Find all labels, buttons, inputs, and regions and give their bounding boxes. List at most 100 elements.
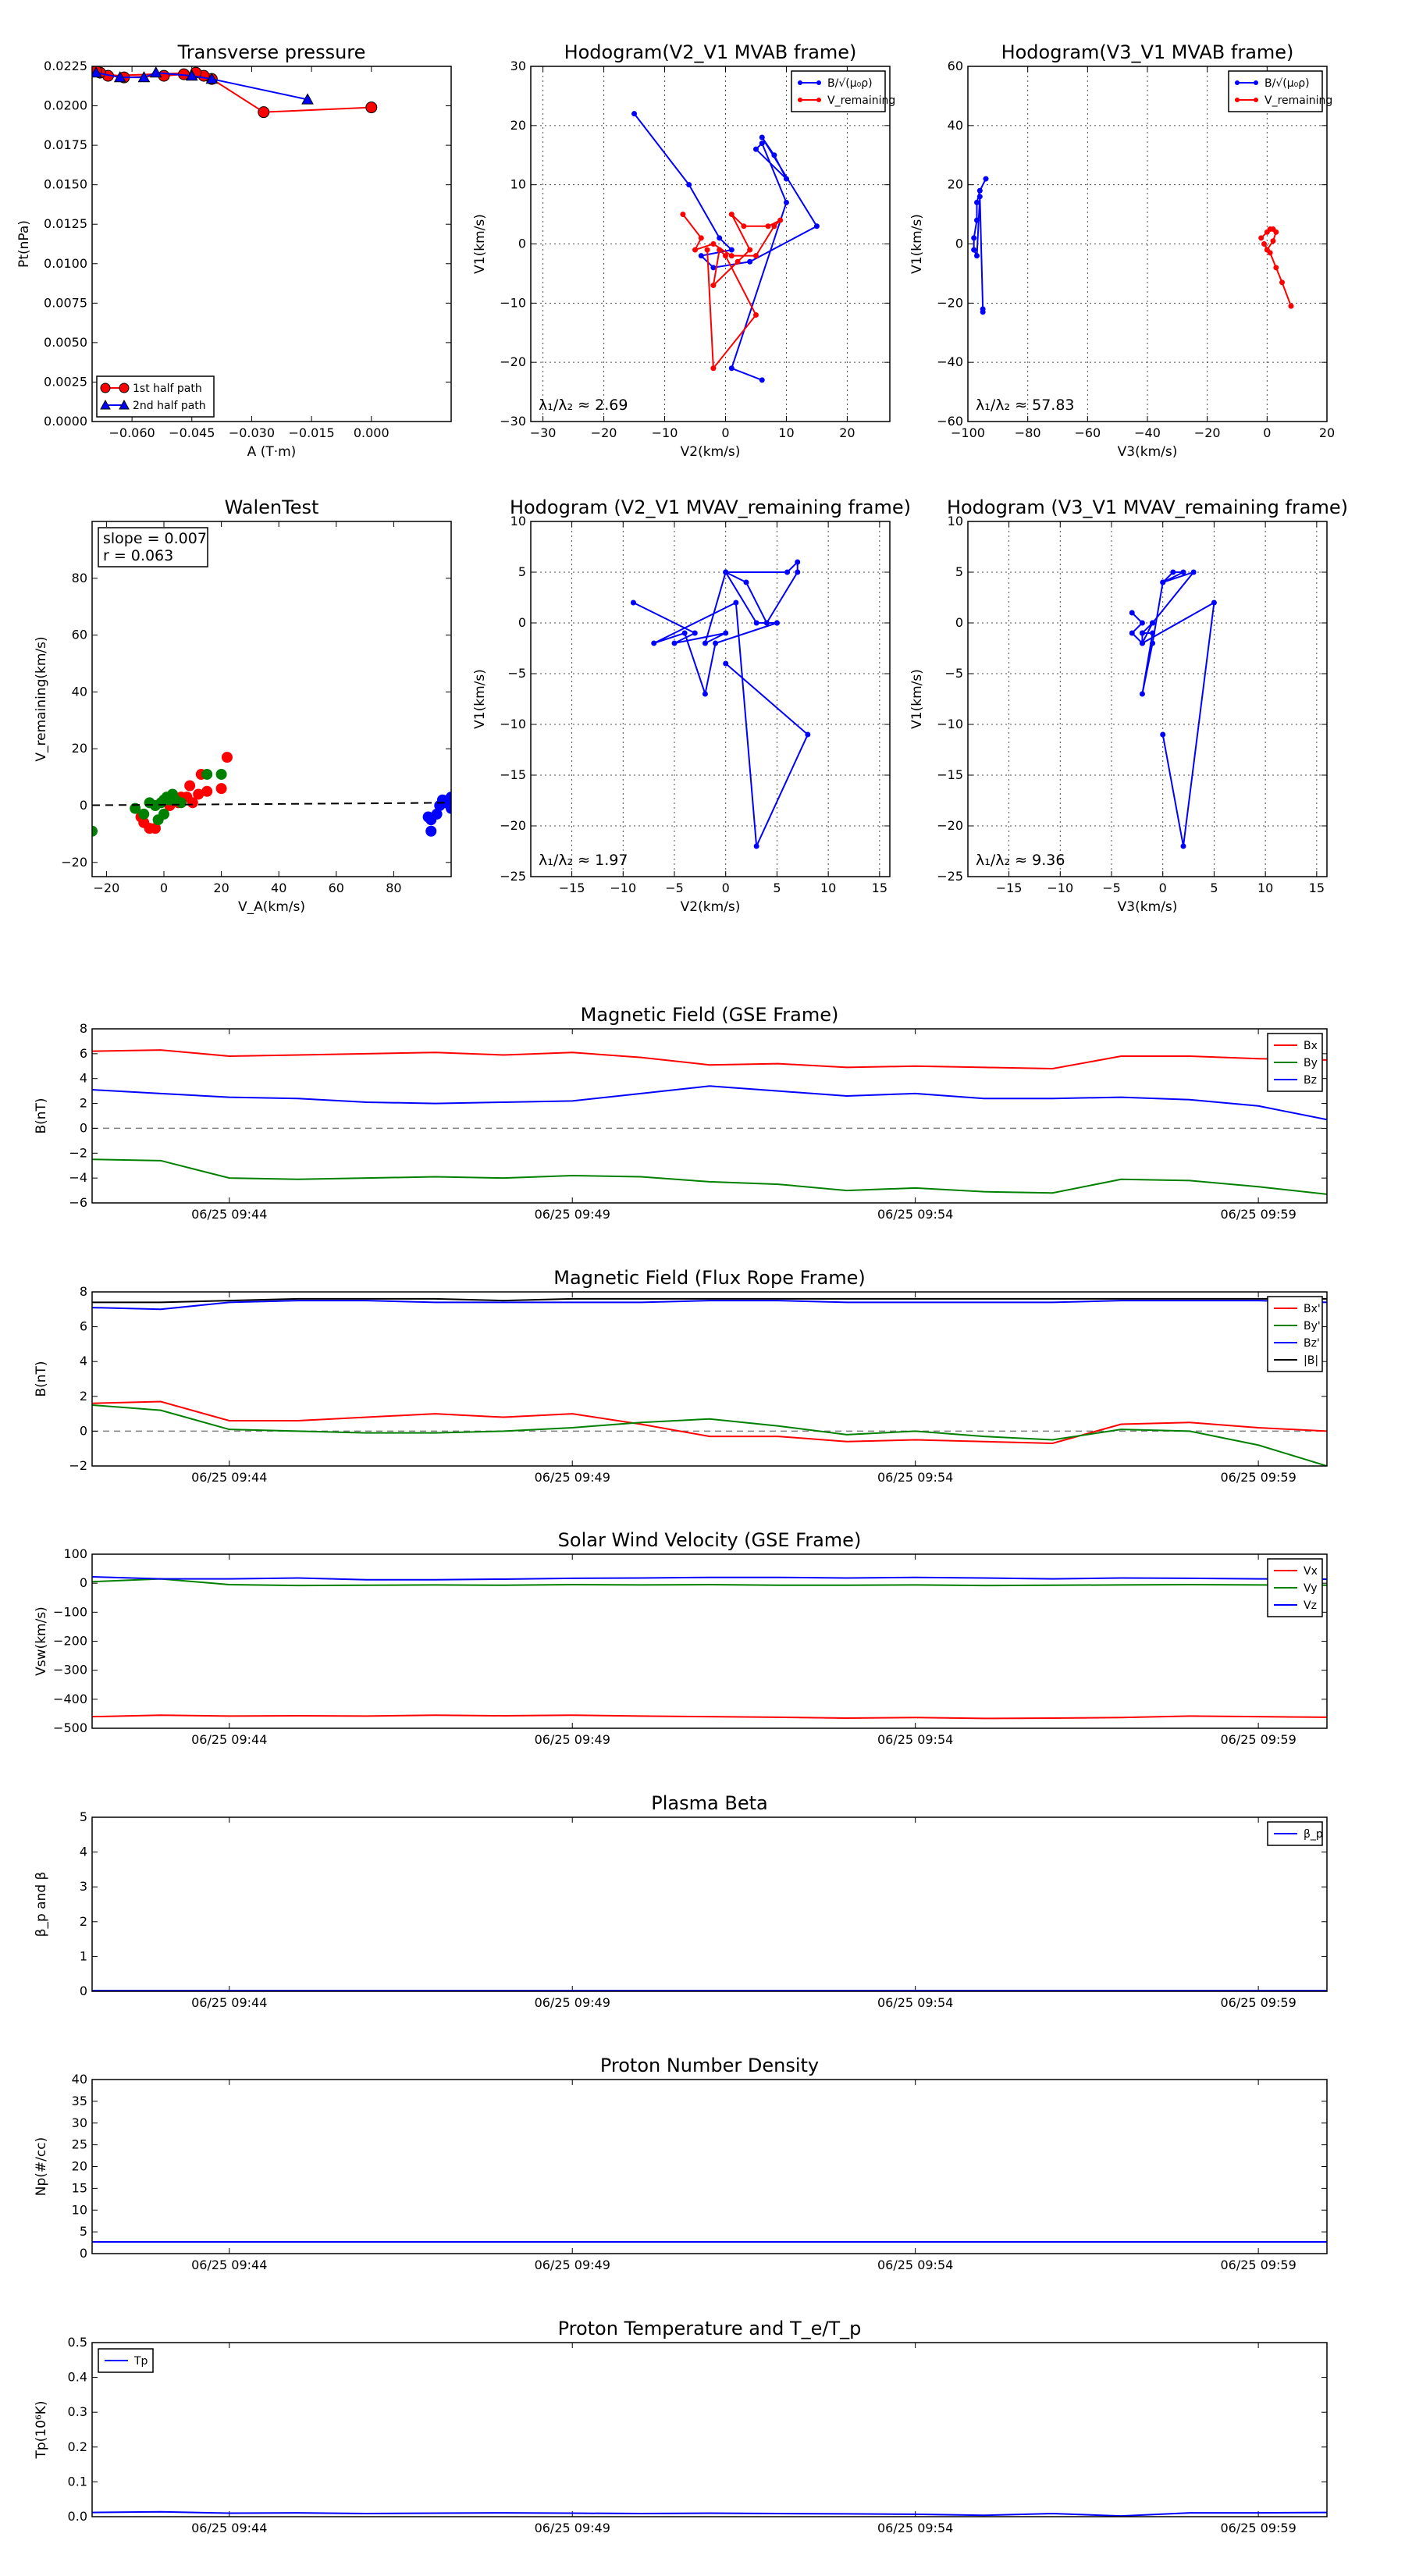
legend-label: V_remaining [827, 94, 895, 107]
series-line [92, 1297, 1327, 1304]
x-tick-label: 06/25 09:49 [535, 2258, 610, 2272]
y-axis-label: Pt(nPa) [16, 220, 32, 268]
data-point [974, 253, 980, 259]
legend-label: B/√(μ₀ρ) [827, 77, 873, 90]
chart-title: Magnetic Field (Flux Rope Frame) [553, 1267, 865, 1289]
chart-panel-np: Proton Number Density 06/25 09:44 06/25 09… [34, 2055, 1328, 2272]
data-point [765, 223, 771, 229]
legend-box [1228, 70, 1323, 112]
data-point [1270, 238, 1276, 244]
x-tick-label: 10 [1257, 881, 1273, 895]
data-point [92, 825, 98, 837]
data-point [436, 794, 448, 806]
legend-marker [1254, 80, 1258, 85]
data-point [971, 235, 977, 241]
chart-title: Proton Temperature and T_e/T_p [558, 2318, 862, 2339]
x-tick-label: 0 [1159, 881, 1167, 895]
data-point [717, 235, 723, 241]
data-point [205, 73, 219, 84]
legend-marker [816, 98, 821, 102]
y-tick-label: 0.0125 [44, 216, 87, 231]
x-tick-label: 0 [722, 881, 730, 895]
y-tick-label: 0.0200 [44, 98, 87, 113]
data-point [1150, 630, 1156, 636]
y-tick-label: 35 [72, 2094, 87, 2108]
y-tick-label: 0 [955, 237, 963, 251]
y-tick-label: 10 [72, 2202, 87, 2217]
data-point [1261, 241, 1267, 247]
plot-area [92, 1575, 1327, 1720]
data-point [92, 66, 102, 78]
stats-text: r = 0.063 [103, 547, 173, 564]
y-tick-label: −100 [53, 1604, 87, 1619]
x-tick-label: 06/25 09:44 [191, 1995, 267, 2010]
y-tick-label: 0.5 [68, 2335, 87, 2350]
legend-label: Bx [1304, 1040, 1318, 1052]
plot-area [92, 2510, 1327, 2517]
chart-title: Solar Wind Velocity (GSE Frame) [558, 1529, 862, 1551]
x-tick-label: 06/25 09:44 [191, 1732, 267, 1747]
x-tick-label: −100 [951, 425, 985, 440]
y-tick-label: 10 [510, 177, 526, 192]
data-point [692, 247, 699, 253]
legend-marker [1254, 98, 1258, 102]
x-tick-label: 06/25 09:44 [191, 1470, 267, 1485]
y-tick-label: 0.2 [68, 2439, 87, 2454]
data-point [763, 620, 770, 626]
y-tick-label: 0 [80, 798, 87, 813]
x-tick-label: 5 [773, 881, 781, 895]
data-point [771, 223, 777, 229]
y-tick-label: 0.0175 [44, 137, 87, 152]
y-axis-label: β_p and β [34, 1872, 49, 1937]
data-point [971, 247, 977, 253]
data-point [759, 141, 765, 147]
legend: 1st half path 2nd half path [96, 375, 215, 418]
y-tick-label: 0 [80, 1984, 87, 1998]
y-tick-label: 4 [80, 1845, 87, 1859]
y-tick-label: 10 [510, 514, 526, 528]
data-point [187, 797, 198, 809]
y-tick-label: −300 [53, 1663, 87, 1678]
x-tick-label: 0.000 [354, 425, 389, 440]
x-tick-label: −10 [652, 425, 678, 440]
y-tick-label: 0.0000 [44, 414, 87, 429]
plot-area [1129, 569, 1217, 849]
y-tick-label: 20 [948, 177, 963, 192]
legend-marker [816, 80, 821, 85]
chart-panel-walen: WalenTest −20 0 20 40 60 80 −20 0 20 40 60 80 V_A(km/… [34, 496, 452, 915]
y-tick-label: 4 [80, 1354, 87, 1368]
plot-area [92, 752, 451, 837]
y-tick-label: −2 [69, 1458, 87, 1473]
data-point [137, 71, 151, 83]
x-tick-label: −5 [1102, 881, 1121, 895]
plot-frame [91, 521, 452, 877]
x-tick-label: 06/25 09:49 [535, 1732, 610, 1747]
x-tick-label: 60 [329, 881, 344, 895]
data-point [753, 620, 759, 626]
data-point [176, 797, 187, 809]
x-tick-label: −0.045 [169, 425, 215, 440]
legend-label: Vy [1304, 1582, 1318, 1595]
x-tick-label: 06/25 09:54 [877, 1470, 953, 1485]
data-point [735, 258, 741, 265]
chart-panel-bgse: Magnetic Field (GSE Frame) 06/25 09:44 06/… [34, 1004, 1328, 1222]
chart-panel-tp: Proton Temperature and T_e/T_p 06/25 09:4… [34, 2318, 1328, 2535]
y-tick-label: 60 [72, 628, 87, 642]
data-point [630, 600, 636, 606]
legend: Vx Vy Vz [1267, 1558, 1323, 1617]
x-tick-label: −20 [591, 425, 617, 440]
chart-panel-h1: Hodogram(V2_V1 MVAB frame) −30 −20 −10 0 10 20… [472, 41, 895, 460]
y-tick-label: 0 [955, 615, 963, 630]
data-point [723, 569, 729, 575]
data-point [425, 814, 437, 826]
y-axis-label: Vsw(km/s) [34, 1606, 49, 1676]
y-tick-label: −4 [69, 1170, 87, 1185]
data-point [728, 365, 735, 372]
series-line [92, 1300, 1327, 1311]
y-tick-label: −60 [937, 414, 963, 429]
legend-label: By [1304, 1057, 1318, 1069]
data-point [774, 620, 780, 626]
y-tick-label: 0 [80, 1575, 87, 1590]
data-point [717, 247, 723, 253]
chart-title: Hodogram (V3_V1 MVAV_remaining frame) [947, 496, 1348, 518]
